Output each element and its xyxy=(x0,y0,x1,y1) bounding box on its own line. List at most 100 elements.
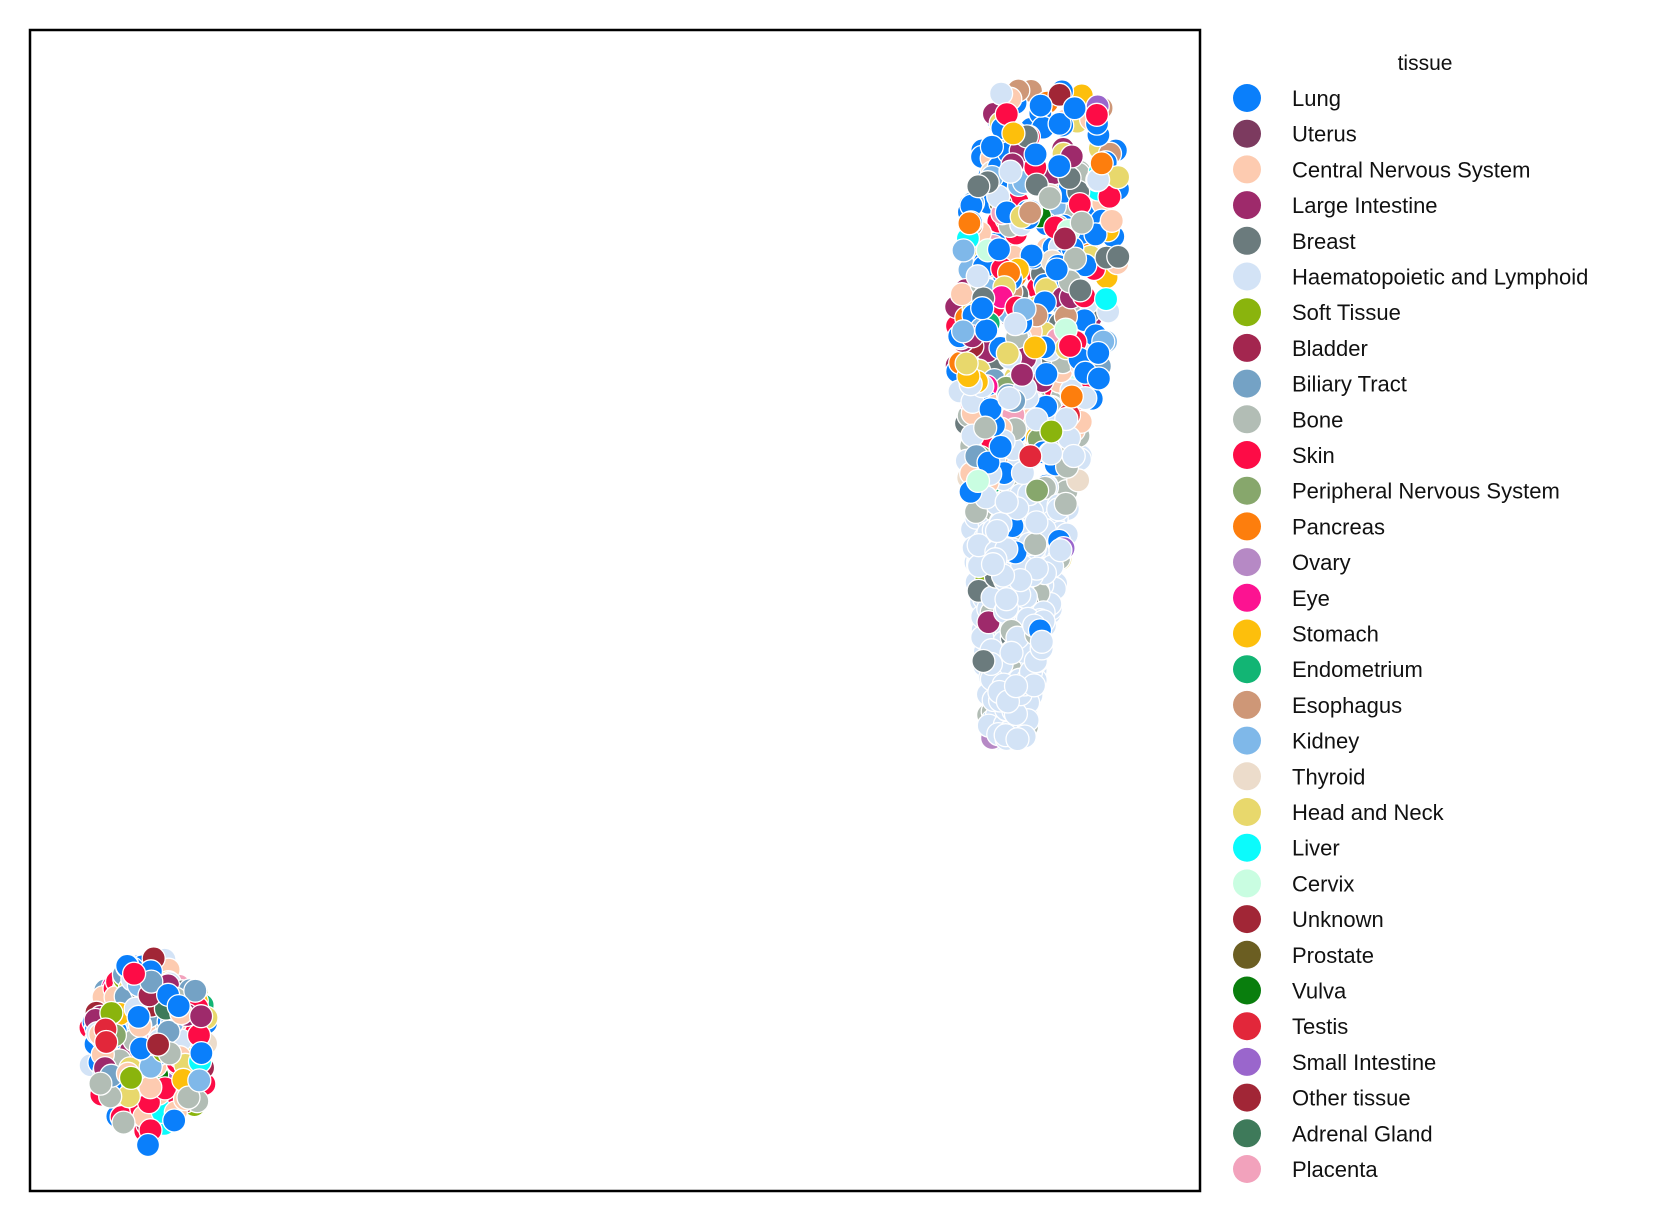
data-point xyxy=(1003,673,1029,699)
legend-label: Stomach xyxy=(1292,622,1379,647)
legend-marker xyxy=(1233,869,1261,898)
legend-marker xyxy=(1233,798,1261,826)
data-point xyxy=(954,351,979,376)
data-point xyxy=(1024,556,1049,581)
data-point xyxy=(1028,93,1053,118)
data-point xyxy=(183,978,208,1003)
legend-marker xyxy=(1233,548,1261,577)
legend-label: Thyroid xyxy=(1292,764,1365,789)
data-point xyxy=(1009,362,1035,387)
data-point xyxy=(1086,366,1112,391)
data-point xyxy=(980,552,1006,577)
legend-label: Pancreas xyxy=(1292,514,1385,539)
data-point xyxy=(187,1068,212,1093)
legend-marker xyxy=(1233,655,1261,684)
data-point xyxy=(162,1108,187,1133)
data-point xyxy=(986,237,1012,262)
data-point xyxy=(951,238,976,263)
legend-label: Endometrium xyxy=(1292,657,1423,682)
data-point xyxy=(1062,246,1088,271)
data-point xyxy=(1018,200,1043,225)
data-point xyxy=(1024,510,1049,535)
data-point xyxy=(965,468,991,494)
legend-marker xyxy=(1233,726,1261,755)
data-point xyxy=(166,993,191,1019)
data-point xyxy=(121,961,147,986)
legend-marker xyxy=(1233,441,1261,469)
data-point xyxy=(1057,333,1083,359)
data-point xyxy=(189,1040,214,1066)
legend-label: Peripheral Nervous System xyxy=(1292,479,1560,504)
legend-label: Cervix xyxy=(1292,871,1354,896)
data-point xyxy=(1062,96,1087,121)
data-point xyxy=(1052,226,1078,251)
scatter-points xyxy=(78,78,1131,1158)
data-point xyxy=(994,587,1019,612)
data-point xyxy=(984,518,1010,544)
data-point xyxy=(88,1071,113,1096)
data-point xyxy=(1038,441,1064,466)
legend-label: Haematopoietic and Lymphoid xyxy=(1292,265,1588,290)
data-point xyxy=(1068,278,1093,303)
data-point xyxy=(957,211,982,236)
data-point xyxy=(145,1032,171,1057)
legend-marker xyxy=(1233,976,1261,1005)
data-point xyxy=(1039,419,1064,444)
legend-label: Uterus xyxy=(1292,122,1357,147)
data-point xyxy=(1059,384,1084,409)
data-point xyxy=(995,341,1020,366)
data-point xyxy=(979,134,1005,159)
legend-label: Vulva xyxy=(1292,979,1347,1004)
legend-label: Adrenal Gland xyxy=(1292,1121,1433,1146)
legend-marker xyxy=(1233,155,1261,184)
data-point xyxy=(988,434,1013,460)
legend-label: Biliary Tract xyxy=(1292,372,1407,397)
legend-label: Breast xyxy=(1292,229,1356,254)
legend-title: tissue xyxy=(1398,52,1453,75)
data-point xyxy=(965,264,990,289)
data-point xyxy=(994,489,1019,515)
legend-label: Soft Tissue xyxy=(1292,300,1401,325)
legend-label: Placenta xyxy=(1292,1157,1378,1182)
data-point xyxy=(1106,244,1131,269)
legend-marker xyxy=(1233,583,1261,612)
data-point xyxy=(974,318,999,343)
data-point xyxy=(950,319,976,344)
legend-label: Other tissue xyxy=(1292,1086,1411,1111)
legend-marker xyxy=(1233,333,1261,362)
data-point xyxy=(1053,491,1078,517)
data-point xyxy=(1093,286,1119,312)
data-point xyxy=(1029,629,1055,654)
legend-marker xyxy=(1233,1012,1261,1041)
legend-label: Prostate xyxy=(1292,943,1374,968)
legend-marker xyxy=(1233,905,1261,934)
data-point xyxy=(1061,443,1086,469)
data-point xyxy=(1034,361,1059,387)
data-point xyxy=(94,1029,119,1055)
legend-label: Liver xyxy=(1292,836,1340,861)
data-point xyxy=(999,640,1024,665)
legend-marker xyxy=(1233,833,1261,862)
legend-label: Esophagus xyxy=(1292,693,1402,718)
legend-label: Small Intestine xyxy=(1292,1050,1436,1075)
data-point xyxy=(1022,335,1048,360)
legend-marker xyxy=(1233,119,1261,148)
legend-label: Kidney xyxy=(1292,729,1359,754)
data-point xyxy=(1086,340,1111,366)
legend-label: Eye xyxy=(1292,586,1330,611)
legend-marker xyxy=(1233,84,1261,112)
legend-marker xyxy=(1233,191,1261,220)
data-point xyxy=(1003,311,1028,337)
legend-marker xyxy=(1233,405,1261,434)
legend-label: Large Intestine xyxy=(1292,193,1438,218)
legend-marker xyxy=(1233,1083,1261,1112)
data-point xyxy=(118,1065,144,1091)
data-point xyxy=(988,81,1014,106)
legend-marker xyxy=(1233,762,1261,791)
legend-marker xyxy=(1233,262,1261,291)
data-point xyxy=(1005,727,1030,752)
legend-marker xyxy=(1233,476,1261,505)
legend-label: Bone xyxy=(1292,407,1343,432)
data-point xyxy=(1048,538,1073,563)
data-point xyxy=(1018,444,1043,469)
